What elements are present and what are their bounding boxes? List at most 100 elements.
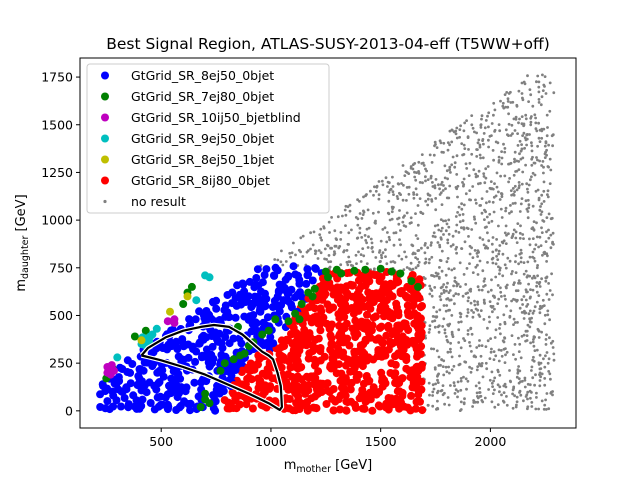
point-magenta bbox=[103, 368, 112, 377]
point-cyan bbox=[113, 353, 122, 362]
point-grey bbox=[491, 310, 494, 314]
point-grey bbox=[424, 257, 428, 261]
point-grey bbox=[534, 189, 538, 193]
point-grey bbox=[454, 186, 458, 189]
point-grey bbox=[348, 260, 352, 264]
point-grey bbox=[524, 339, 527, 343]
point-red bbox=[293, 350, 302, 359]
point-grey bbox=[447, 308, 450, 312]
point-grey bbox=[530, 141, 533, 145]
legend-marker-cyan bbox=[101, 134, 109, 143]
point-grey bbox=[519, 224, 522, 228]
point-red bbox=[334, 344, 343, 353]
point-grey bbox=[355, 262, 358, 265]
point-grey bbox=[552, 352, 556, 356]
point-blue bbox=[212, 304, 221, 313]
point-blue bbox=[237, 295, 246, 304]
point-grey bbox=[388, 188, 392, 192]
x-tick-label: 500 bbox=[149, 434, 173, 449]
point-red bbox=[244, 366, 253, 375]
point-grey bbox=[358, 231, 362, 235]
point-grey bbox=[398, 209, 401, 212]
point-red bbox=[350, 355, 359, 364]
point-grey bbox=[522, 80, 526, 84]
point-green bbox=[414, 282, 422, 291]
point-grey bbox=[515, 395, 519, 399]
point-red bbox=[358, 353, 367, 362]
point-red bbox=[369, 298, 378, 307]
point-grey bbox=[535, 156, 538, 159]
point-grey bbox=[537, 90, 541, 94]
point-grey bbox=[385, 262, 389, 266]
point-grey bbox=[453, 276, 457, 280]
point-grey bbox=[471, 126, 475, 130]
point-grey bbox=[448, 129, 452, 133]
point-grey bbox=[515, 403, 518, 407]
point-grey bbox=[403, 250, 406, 254]
point-grey bbox=[504, 209, 507, 213]
point-grey bbox=[484, 345, 488, 348]
point-green bbox=[258, 330, 267, 339]
point-grey bbox=[445, 285, 448, 289]
point-grey bbox=[525, 275, 529, 279]
point-grey bbox=[530, 369, 533, 372]
point-grey bbox=[529, 120, 533, 124]
point-grey bbox=[442, 291, 446, 294]
point-grey bbox=[451, 243, 455, 247]
point-grey bbox=[475, 252, 479, 255]
point-grey bbox=[432, 153, 436, 157]
point-grey bbox=[534, 373, 537, 377]
point-grey bbox=[348, 209, 352, 213]
point-grey bbox=[548, 372, 552, 376]
point-cyan bbox=[152, 324, 161, 333]
point-red bbox=[390, 327, 399, 335]
point-grey bbox=[515, 375, 519, 379]
point-grey bbox=[504, 224, 508, 228]
point-grey bbox=[514, 236, 518, 240]
point-grey bbox=[513, 201, 517, 205]
point-grey bbox=[480, 399, 484, 402]
point-grey bbox=[458, 261, 462, 265]
point-red bbox=[418, 302, 426, 310]
point-blue bbox=[284, 272, 293, 281]
point-grey bbox=[495, 185, 499, 189]
point-grey bbox=[546, 195, 550, 199]
point-grey bbox=[519, 260, 523, 264]
point-grey bbox=[499, 286, 502, 290]
point-grey bbox=[489, 350, 493, 354]
point-grey bbox=[514, 298, 517, 302]
point-grey bbox=[524, 395, 528, 398]
point-grey bbox=[449, 171, 452, 174]
point-blue bbox=[188, 342, 197, 351]
point-grey bbox=[542, 165, 545, 169]
point-grey bbox=[529, 288, 532, 291]
point-grey bbox=[549, 341, 553, 345]
point-grey bbox=[365, 241, 368, 245]
point-grey bbox=[414, 212, 417, 216]
point-green bbox=[407, 277, 416, 286]
point-red bbox=[350, 329, 359, 338]
point-grey bbox=[333, 229, 337, 233]
point-red bbox=[246, 359, 255, 368]
point-red bbox=[346, 379, 355, 388]
point-blue bbox=[200, 314, 209, 323]
point-grey bbox=[483, 218, 486, 222]
point-red bbox=[327, 340, 336, 348]
point-cyan bbox=[201, 271, 210, 280]
point-grey bbox=[498, 266, 502, 270]
point-grey bbox=[323, 257, 326, 261]
point-grey bbox=[397, 254, 401, 258]
point-grey bbox=[451, 234, 455, 238]
point-red bbox=[395, 387, 404, 396]
point-grey bbox=[485, 201, 488, 205]
point-grey bbox=[480, 117, 483, 121]
point-grey bbox=[493, 307, 496, 311]
point-grey bbox=[426, 192, 430, 196]
point-grey bbox=[506, 97, 510, 101]
exclusion-contour bbox=[140, 323, 283, 411]
point-grey bbox=[431, 320, 434, 323]
point-grey bbox=[344, 224, 347, 228]
point-green bbox=[236, 351, 245, 360]
point-grey bbox=[479, 354, 483, 358]
